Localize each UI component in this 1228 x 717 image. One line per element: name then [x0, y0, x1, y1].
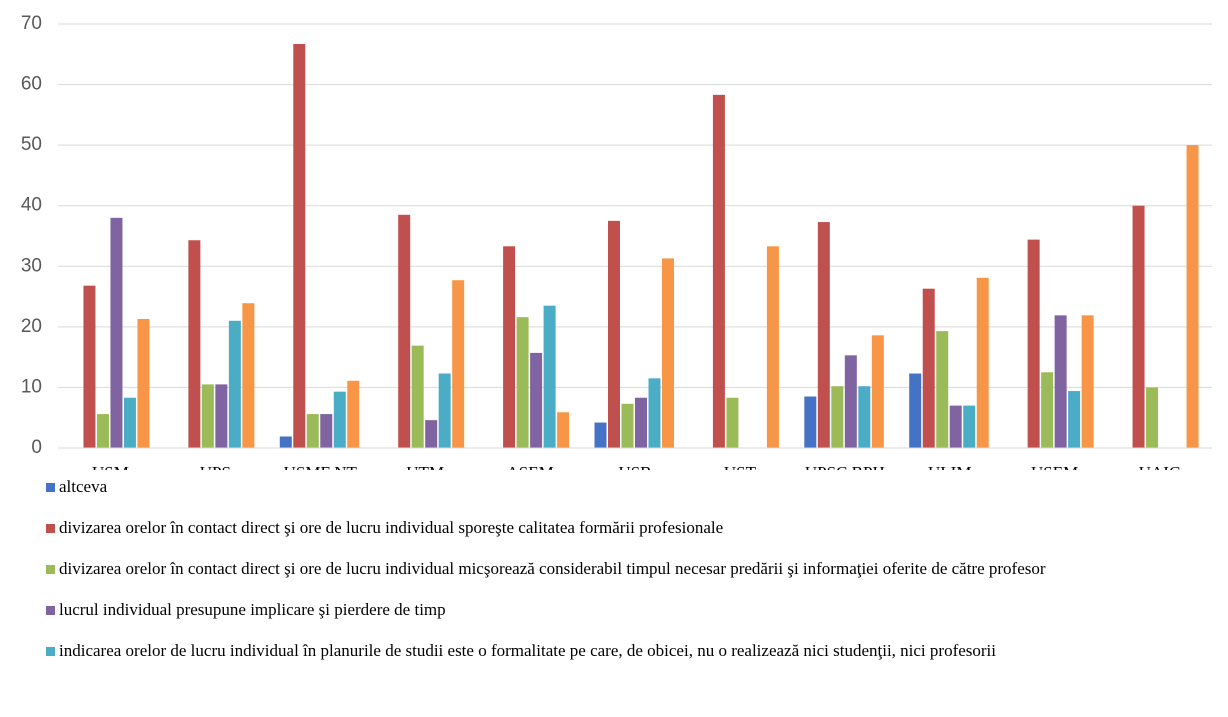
bar — [530, 352, 543, 448]
bar — [1081, 315, 1094, 448]
legend-item: lucrul individual presupune implicare şi… — [44, 601, 1224, 619]
bar — [1146, 387, 1159, 448]
bar — [96, 414, 109, 448]
bar — [425, 420, 438, 448]
legend-item: indicarea orelor de lucru individual în … — [44, 642, 1224, 660]
bar — [871, 335, 884, 448]
bar — [844, 355, 857, 448]
bar — [608, 220, 620, 448]
bar — [635, 397, 647, 448]
legend-label: altceva — [59, 477, 108, 496]
bar — [1027, 239, 1040, 448]
bar — [503, 246, 516, 448]
legend-label: divizarea orelor în contact direct şi or… — [59, 518, 724, 537]
y-tick-label: 30 — [21, 255, 42, 276]
bar — [936, 331, 949, 448]
bar — [306, 414, 319, 448]
legend-label: lucrul individual presupune implicare şi… — [59, 600, 446, 619]
x-tick-label: USBRusso — [614, 463, 656, 470]
bar — [831, 386, 844, 448]
x-tick-label: USM — [92, 463, 129, 470]
bar — [333, 391, 346, 448]
legend-swatch — [46, 483, 55, 492]
bar — [858, 386, 871, 448]
bar — [662, 258, 674, 448]
legend-swatch — [46, 647, 55, 656]
bar — [215, 384, 228, 448]
bar — [242, 303, 255, 448]
plot: 0 10 20 30 40 50 60 70 USM UPSCreanga USMF NT UTM AS… — [21, 13, 1212, 470]
bar — [766, 246, 779, 448]
bar — [137, 318, 150, 448]
bar — [909, 373, 922, 448]
x-tick-label: UST — [724, 463, 757, 470]
bar — [949, 405, 962, 448]
bar — [201, 384, 214, 448]
x-tick-label: USEM — [1031, 463, 1078, 470]
bar — [411, 345, 424, 448]
bar — [228, 320, 241, 448]
bar — [279, 436, 292, 448]
bar — [1054, 315, 1067, 448]
bar — [438, 373, 451, 448]
bar — [976, 277, 989, 448]
bar — [543, 305, 556, 448]
y-tick-label: 60 — [21, 74, 42, 95]
bar — [110, 217, 123, 448]
bar — [1041, 372, 1054, 448]
bar — [963, 405, 976, 448]
bar — [621, 403, 634, 448]
bar — [726, 397, 739, 448]
bar — [516, 317, 529, 448]
legend-item: divizarea orelor în contact direct şi or… — [44, 560, 1224, 578]
legend-swatch — [46, 606, 55, 615]
bar — [648, 378, 661, 448]
x-tick-label: ASEM — [506, 463, 553, 470]
bar — [922, 288, 935, 448]
bar — [1068, 391, 1081, 448]
bar — [804, 396, 817, 448]
legend-item: altceva — [44, 478, 1224, 496]
x-tick-label: UTM — [406, 463, 444, 470]
bar — [398, 214, 411, 448]
x-tick-label: USMF NT — [284, 463, 358, 470]
y-tick-label: 10 — [21, 376, 42, 397]
legend-label: indicarea orelor de lucru individual în … — [59, 641, 997, 660]
bar — [347, 380, 360, 448]
legend-swatch — [46, 565, 55, 574]
y-tick-label: 70 — [21, 13, 42, 34]
x-tick-label: ULIM — [928, 463, 971, 470]
bar — [817, 222, 830, 448]
bar — [320, 414, 333, 448]
legend-label: divizarea orelor în contact direct şi or… — [59, 559, 1046, 578]
y-tick-label: 0 — [31, 437, 42, 458]
bar — [557, 412, 570, 448]
y-tick-label: 20 — [21, 316, 42, 337]
legend-swatch — [46, 524, 55, 533]
bar — [1186, 145, 1199, 448]
bar — [293, 43, 306, 448]
bar — [188, 240, 201, 448]
bar — [123, 397, 136, 448]
bar — [83, 285, 96, 448]
y-tick-label: 40 — [21, 195, 42, 216]
x-tick-label: UPSC BPH — [805, 463, 885, 470]
bar — [452, 280, 465, 448]
legend-item: divizarea orelor în contact direct şi or… — [44, 519, 1224, 537]
bar — [1132, 205, 1145, 448]
y-tick-label: 50 — [21, 134, 42, 155]
x-tick-label: UPSCreanga — [187, 463, 244, 470]
bar — [712, 94, 725, 449]
bar — [594, 422, 607, 448]
x-tick-label: UAICBalti — [1139, 463, 1181, 470]
